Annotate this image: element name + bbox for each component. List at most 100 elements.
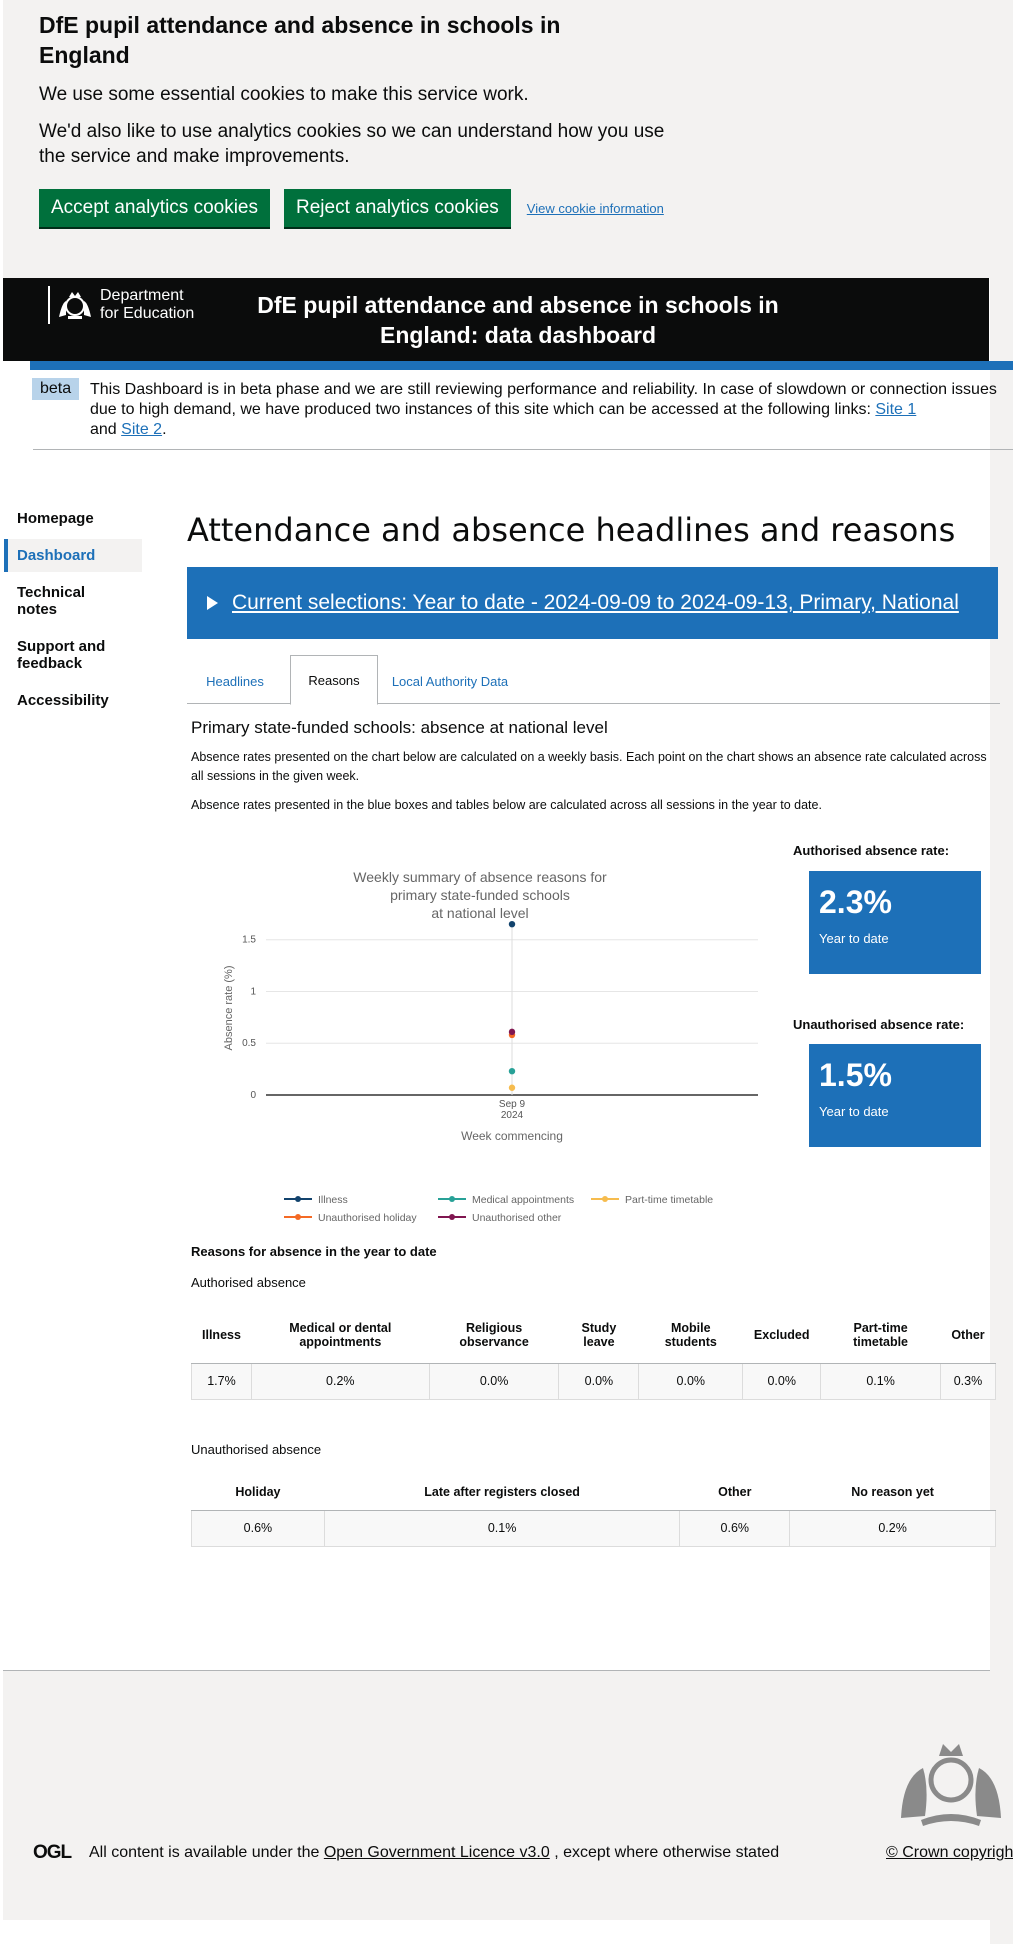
table-cell: 0.0%: [558, 1362, 640, 1400]
table-row: 0.6% 0.1% 0.6% 0.2%: [191, 1509, 996, 1547]
table-header: Study leave: [558, 1307, 639, 1364]
site-1-link[interactable]: Site 1: [875, 401, 917, 418]
legend-label: Part-time timetable: [625, 1194, 713, 1206]
reject-cookies-button[interactable]: Reject analytics cookies: [284, 189, 511, 227]
table-header: Other: [940, 1307, 996, 1364]
main-content: Attendance and absence headlines and rea…: [187, 505, 1000, 815]
nav-accessibility[interactable]: Accessibility: [17, 692, 109, 709]
view-cookie-info-link[interactable]: View cookie information: [526, 200, 664, 216]
section-title: Primary state-funded schools: absence at…: [191, 718, 608, 737]
table-row: 1.7% 0.2% 0.0% 0.0% 0.0% 0.0% 0.1% 0.3%: [191, 1362, 997, 1400]
table-cell: 0.1%: [323, 1509, 681, 1547]
legend-label: Unauthorised holiday: [318, 1212, 417, 1224]
scrollbar-gutter: [990, 0, 1013, 1944]
nav-support-feedback[interactable]: Support and feedback: [17, 638, 106, 672]
site-footer: OGL All content is available under the O…: [3, 1670, 1013, 1920]
x-tick-label-line1: Sep 9: [499, 1099, 526, 1110]
table-header: Holiday: [191, 1474, 325, 1511]
unauthorised-rate-box: 1.5% Year to date: [809, 1044, 981, 1147]
dfe-logo[interactable]: Department for Education: [48, 286, 194, 324]
table-cell: 1.7%: [191, 1362, 252, 1400]
legend-label: Medical appointments: [472, 1194, 574, 1206]
data-point[interactable]: [508, 920, 516, 928]
ogl-logo: OGL: [33, 1842, 72, 1863]
legend-item[interactable]: Unauthorised other: [438, 1212, 562, 1224]
accept-cookies-button[interactable]: Accept analytics cookies: [39, 189, 270, 227]
page-title: Attendance and absence headlines and rea…: [187, 511, 956, 549]
unauthorised-absence-table: Holiday Late after registers closed Othe…: [191, 1474, 996, 1547]
ogl-link[interactable]: Open Government Licence v3.0: [323, 1844, 550, 1861]
table-header: Medical or dental appointments: [251, 1307, 430, 1364]
legend-marker: [295, 1196, 301, 1202]
data-point[interactable]: [508, 1067, 516, 1075]
cookie-essential-text: We use some essential cookies to make th…: [39, 84, 529, 105]
site-2-link[interactable]: Site 2: [121, 421, 163, 438]
authorised-rate-label: Authorised absence rate:: [793, 843, 950, 858]
header-stripe: [30, 361, 1013, 370]
unauthorised-table-title: Unauthorised absence: [191, 1442, 322, 1457]
tab-reasons[interactable]: Reasons: [290, 655, 378, 705]
table-cell: 0.2%: [250, 1362, 430, 1400]
expand-triangle-icon: [207, 596, 218, 610]
absence-reasons-chart: Weekly summary of absence reasons for pr…: [190, 836, 770, 1231]
cookie-banner-title: DfE pupil attendance and absence in scho…: [39, 12, 561, 68]
legend-item[interactable]: Illness: [284, 1194, 348, 1206]
current-selections-toggle[interactable]: Current selections: Year to date - 2024-…: [187, 567, 998, 639]
legend-marker: [449, 1196, 455, 1202]
table-header: Other: [679, 1474, 790, 1511]
table-header: Part-time timetable: [820, 1307, 941, 1364]
cookie-banner: DfE pupil attendance and absence in scho…: [3, 0, 990, 278]
y-tick-label: 0.5: [242, 1038, 256, 1049]
legend-item[interactable]: Part-time timetable: [591, 1194, 713, 1206]
authorised-rate-value: 2.3%: [819, 884, 892, 920]
authorised-table-title: Authorised absence: [191, 1275, 306, 1290]
nav-homepage[interactable]: Homepage: [17, 510, 94, 527]
legend-item[interactable]: Unauthorised holiday: [284, 1212, 417, 1224]
cookie-analytics-text: We'd also like to use analytics cookies …: [39, 121, 665, 167]
site-header: Department for Education DfE pupil atten…: [3, 278, 989, 361]
y-tick-label: 1.5: [242, 935, 256, 946]
nav-dashboard[interactable]: Dashboard: [4, 539, 142, 572]
table-cell: 0.3%: [939, 1362, 997, 1400]
crown-copyright-link[interactable]: © Crown copyright: [886, 1844, 1013, 1861]
table-header: Religious observance: [429, 1307, 559, 1364]
royal-coat-of-arms-icon: [901, 1744, 1001, 1826]
legend-marker: [295, 1214, 301, 1220]
y-axis-title: Absence rate (%): [223, 966, 235, 1051]
legend-item[interactable]: Medical appointments: [438, 1194, 574, 1206]
table-cell: 0.6%: [679, 1509, 791, 1547]
table-header: Illness: [191, 1307, 252, 1364]
table-cell: 0.0%: [428, 1362, 560, 1400]
beta-tag: beta: [32, 378, 80, 400]
royal-crest-icon: [59, 292, 91, 319]
beta-divider: [33, 449, 1013, 450]
chart-svg: 0 0.5 1 1.5 Sep 9 2024 Week commencing Abse…: [223, 920, 758, 1224]
table-header: Late after registers closed: [324, 1474, 680, 1511]
weekly-description: Absence rates presented on the chart bel…: [191, 750, 987, 783]
service-title[interactable]: DfE pupil attendance and absence in scho…: [257, 292, 779, 348]
table-cell: 0.0%: [742, 1362, 822, 1400]
authorised-rate-sub: Year to date: [819, 931, 889, 946]
legend-marker: [602, 1196, 608, 1202]
beta-text: This Dashboard is in beta phase and we a…: [90, 381, 997, 438]
y-tick-label: 0: [250, 1090, 256, 1101]
legend-marker: [449, 1214, 455, 1220]
legend-label: Unauthorised other: [472, 1212, 562, 1224]
tab-bar: Headlines Reasons Local Authority Data: [187, 655, 1000, 705]
side-nav: Homepage Dashboard Technical notes Suppo…: [4, 502, 142, 717]
tab-local-authority-data[interactable]: Local Authority Data: [391, 674, 509, 689]
table-header: Excluded: [742, 1307, 821, 1364]
data-point[interactable]: [508, 1028, 516, 1036]
legend-label: Illness: [318, 1194, 348, 1206]
table-header: No reason yet: [789, 1474, 996, 1511]
table-header: Mobile students: [638, 1307, 743, 1364]
unauthorised-rate-value: 1.5%: [819, 1057, 892, 1093]
ytd-description: Absence rates presented in the blue boxe…: [191, 798, 822, 812]
authorised-absence-table: Illness Medical or dental appointments R…: [191, 1307, 997, 1400]
nav-technical-notes[interactable]: Technical notes: [17, 584, 86, 618]
data-point[interactable]: [508, 1084, 516, 1091]
x-tick-label-line2: 2024: [501, 1110, 524, 1121]
y-tick-label: 1: [250, 986, 256, 997]
tab-headlines[interactable]: Headlines: [206, 674, 264, 689]
table-cell: 0.2%: [789, 1509, 996, 1547]
